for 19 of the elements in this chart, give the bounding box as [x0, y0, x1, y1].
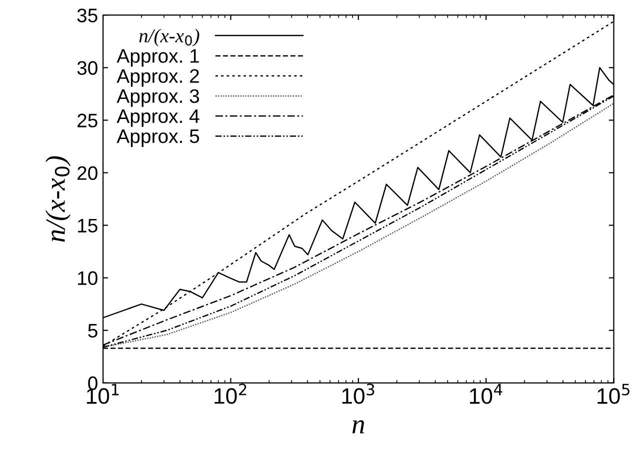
y-tick-label: 5	[88, 324, 98, 338]
y-tick-label: 10	[78, 271, 98, 286]
y-tick-label: 25	[78, 114, 98, 128]
x-tick-label: 10$^{4}$	[470, 384, 502, 404]
legend-label: Approx. 1	[116, 49, 199, 67]
x-axis-title: n	[352, 420, 364, 434]
y-axis-title: n/(x-x$_{0}$)	[45, 156, 71, 242]
legend-label: Approx. 5	[116, 130, 200, 147]
y-tick-label: 35	[77, 8, 98, 22]
legend-label: Approx. 3	[116, 89, 200, 107]
x-tick-label: 10$^{3}$	[342, 384, 374, 404]
x-tick-label: 10$^{5}$	[598, 384, 630, 404]
y-tick-label: 15	[78, 218, 98, 233]
y-tick-label: 20	[78, 166, 98, 180]
x-tick-label: 10$^{2}$	[214, 384, 246, 404]
y-tick-label: 30	[77, 61, 98, 75]
legend-label: n/(x-x$_{0}$)	[139, 28, 200, 46]
legend-label: Approx. 2	[116, 69, 199, 87]
legend-label: Approx. 4	[116, 109, 200, 127]
